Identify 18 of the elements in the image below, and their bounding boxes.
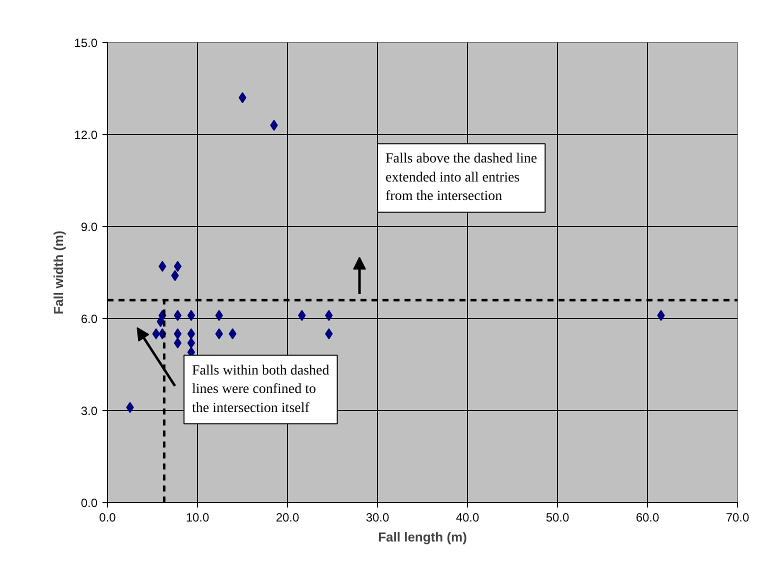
x-tick-label: 40.0 (456, 510, 480, 524)
y-tick-label: 15.0 (74, 36, 98, 50)
y-tick-label: 3.0 (80, 404, 98, 418)
y-axis-title: Fall width (m) (51, 230, 66, 314)
x-tick-label: 20.0 (276, 510, 300, 524)
x-tick-label: 70.0 (726, 510, 750, 524)
y-tick-label: 9.0 (80, 220, 98, 234)
x-tick-label: 50.0 (546, 510, 570, 524)
annotation: Falls above the dashed line extended into all entries from the intersection (386, 152, 538, 204)
x-axis-title: Fall length (m) (378, 530, 467, 544)
y-tick-label: 6.0 (80, 312, 98, 326)
x-tick-label: 0.0 (99, 510, 116, 524)
x-tick-label: 10.0 (186, 510, 210, 524)
annotation: Falls within both dashed lines were confined to the intersection itself (192, 363, 330, 416)
y-tick-label: 12.0 (74, 128, 98, 142)
x-tick-label: 30.0 (366, 510, 390, 524)
x-tick-label: 60.0 (636, 510, 660, 524)
y-tick-label: 0.0 (80, 496, 98, 510)
